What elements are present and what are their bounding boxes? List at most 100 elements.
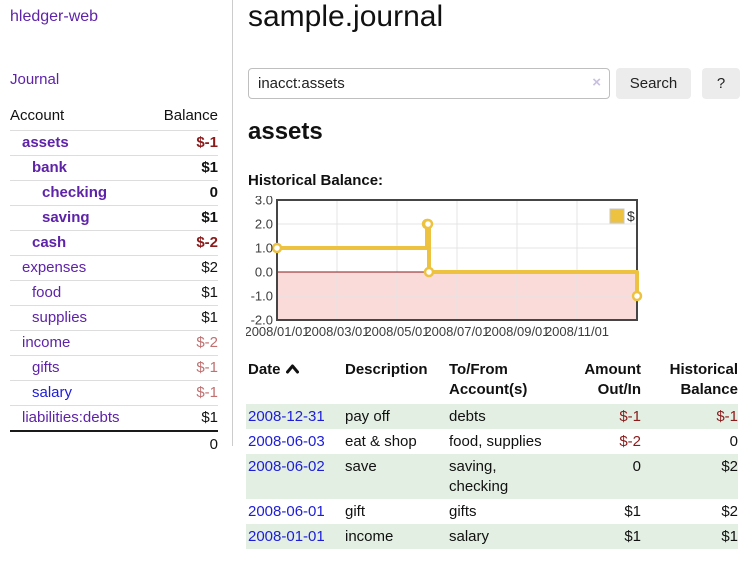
account-balance: $1 (149, 205, 218, 231)
transaction-balance: $2 (721, 503, 738, 520)
register-table: Date Description To/From Account(s) Amou… (246, 360, 738, 549)
transaction-date-link[interactable]: 2008-01-01 (248, 528, 325, 545)
legend-label: $ (627, 208, 635, 224)
account-row: salary $-1 (10, 380, 218, 406)
transaction-amount: $1 (624, 503, 641, 520)
accounts-total-row: 0 (10, 430, 218, 458)
clear-search-icon[interactable]: × (592, 74, 601, 91)
transaction-description: save (345, 458, 377, 475)
account-balance: $2 (149, 255, 218, 281)
transaction-amount: $1 (624, 528, 641, 545)
y-axis-tick-label: -1.0 (251, 289, 273, 304)
historical-balance-chart[interactable]: $3.0 2.0 1.0 0.0 -1.0 -2.02008/01/012008/03/0… (246, 196, 644, 346)
data-point-marker (423, 266, 435, 278)
main-content: sample.journal × Search ? assets Histori… (246, 0, 742, 582)
transaction-balance: $1 (721, 528, 738, 545)
transaction-accounts: salary (449, 528, 490, 545)
transaction-description: gift (345, 503, 366, 520)
chart-title: Historical Balance: (248, 172, 384, 189)
sidebar: hledger-web Journal Account Balance asse… (0, 0, 233, 458)
transaction-amount: $-1 (619, 408, 641, 425)
register-header-row: Date Description To/From Account(s) Amou… (246, 360, 738, 404)
x-axis-tick-label: 2008/09/01 (484, 324, 549, 339)
account-heading: assets (248, 118, 323, 145)
sidebar-account-link[interactable]: salary (32, 384, 73, 401)
amount-column-header: Amount Out/In (584, 361, 641, 398)
account-balance: $1 (149, 405, 218, 431)
transaction-balance: $-1 (716, 408, 738, 425)
sidebar-account-link[interactable]: expenses (22, 259, 87, 276)
sidebar-account-link[interactable]: gifts (32, 359, 60, 376)
account-row: saving $1 (10, 205, 218, 231)
account-balance: $-2 (149, 230, 218, 256)
accounts-table: Account Balance assets $-1 bank $1 checking 0… (10, 104, 218, 458)
account-row: food $1 (10, 280, 218, 306)
accounts-header-row: Account Balance (10, 104, 218, 131)
transaction-amount: 0 (632, 458, 641, 475)
sidebar-account-link[interactable]: cash (32, 234, 67, 251)
y-axis-tick-label: 0.0 (255, 265, 273, 280)
account-row: income $-2 (10, 330, 218, 356)
search-button[interactable]: Search (616, 68, 691, 99)
account-balance: $-1 (149, 380, 218, 406)
plot-border (276, 199, 638, 321)
x-axis-tick-label: 2008/11/01 (545, 324, 609, 339)
transaction-balance: $2 (721, 458, 738, 475)
search-input[interactable] (248, 68, 610, 99)
search-field-wrap: × (248, 68, 610, 99)
account-balance: $-1 (149, 130, 218, 156)
transaction-date-link[interactable]: 2008-06-02 (248, 458, 325, 475)
y-axis-tick-label: 1.0 (255, 241, 273, 256)
x-axis-tick-label: 2008/07/01 (424, 324, 489, 339)
transaction-date-link[interactable]: 2008-06-03 (248, 433, 325, 450)
balance-column-header: Balance (149, 104, 218, 131)
x-axis-tick-label: 2008/03/01 (304, 324, 369, 339)
sidebar-account-link[interactable]: assets (22, 134, 69, 151)
account-row: cash $-2 (10, 230, 218, 256)
transaction-balance: 0 (729, 433, 738, 450)
sidebar-account-link[interactable]: saving (42, 209, 90, 226)
y-axis-tick-label: 3.0 (255, 196, 273, 208)
register-row: 2008-06-03 eat & shop food, supplies $-2 0 (246, 429, 738, 454)
transaction-amount: $-2 (619, 433, 641, 450)
account-row: supplies $1 (10, 305, 218, 331)
sidebar-item-journal[interactable]: Journal (10, 71, 60, 88)
account-column-header: Account (10, 104, 150, 131)
transaction-accounts: food, supplies (449, 433, 542, 450)
transaction-date-link[interactable]: 2008-06-01 (248, 503, 325, 520)
register-row: 2008-06-01 gift gifts $1 $2 (246, 499, 738, 524)
data-point-marker (631, 290, 643, 302)
account-row: expenses $2 (10, 255, 218, 281)
page-title: sample.journal (248, 0, 444, 33)
sidebar-account-link[interactable]: supplies (32, 309, 88, 326)
y-axis-tick-label: -2.0 (251, 313, 273, 328)
help-button[interactable]: ? (702, 68, 740, 99)
sidebar-account-link[interactable]: bank (32, 159, 68, 176)
account-balance: $1 (149, 280, 218, 306)
brand-link[interactable]: hledger-web (10, 8, 99, 25)
transaction-date-link[interactable]: 2008-12-31 (248, 408, 325, 425)
account-balance: $1 (149, 155, 218, 181)
x-axis-tick-label: 2008/05/01 (364, 324, 429, 339)
account-row: gifts $-1 (10, 355, 218, 381)
transaction-description: eat & shop (345, 433, 417, 450)
accounts-column-header: To/From Account(s) (449, 361, 528, 398)
sidebar-account-link[interactable]: food (32, 284, 62, 301)
account-row: checking 0 (10, 180, 218, 206)
transaction-description: income (345, 528, 394, 545)
description-column-header: Description (345, 361, 428, 378)
sidebar-account-link[interactable]: income (22, 334, 71, 351)
account-balance: 0 (149, 180, 218, 206)
sidebar-account-link[interactable]: liabilities:debts (22, 409, 120, 426)
transaction-accounts: gifts (449, 503, 477, 520)
x-axis-tick-label: 2008/01/01 (246, 324, 310, 339)
date-column-header[interactable]: Date (246, 360, 345, 404)
y-axis-tick-label: 2.0 (255, 217, 273, 232)
sidebar-account-link[interactable]: checking (42, 184, 108, 201)
transaction-description: pay off (345, 408, 390, 425)
account-row: assets $-1 (10, 130, 218, 156)
account-balance: $1 (149, 305, 218, 331)
register-row: 2008-01-01 income salary $1 $1 (246, 524, 738, 549)
register-row: 2008-12-31 pay off debts $-1 $-1 (246, 404, 738, 429)
